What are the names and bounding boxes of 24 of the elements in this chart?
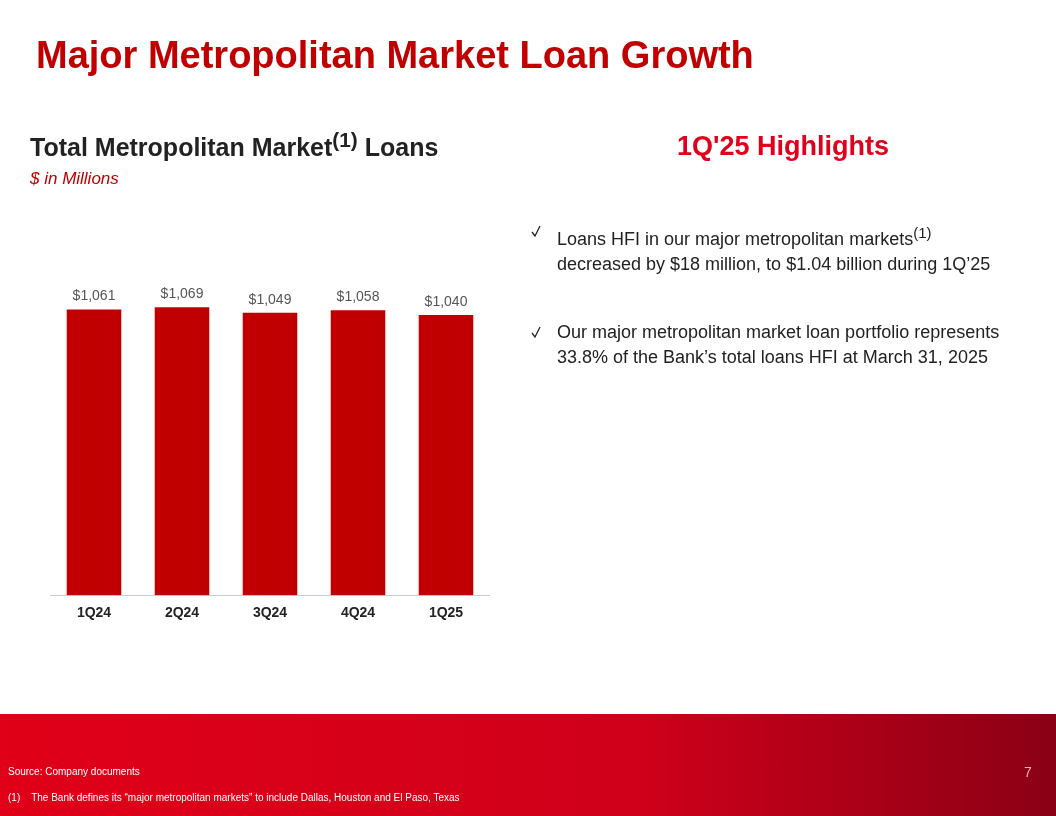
text: Our major metropolitan market loan portfolio represents 33.8% of the Bank’s total loans HFI at March 31, 2025 [557,321,1001,369]
x-tick-label: 4Q24 [340,604,376,621]
text: Loans HFI in our major metropolitan markets$^{(1)}$ decreased by $18 million, to $1.04 billion during 1Q’25 [557,223,992,276]
bar [242,312,298,596]
bar [66,309,122,596]
bar [330,310,386,596]
chart-subtitle: Total Metropolitan Market$^{(1)}$ Loans [30,128,439,163]
source-note: Source: Company documents [8,766,140,777]
data-label: $1,069 [160,285,204,302]
chart-title: Major Metropolitan Market Loan Growth [36,34,754,77]
data-label: $1,061 [72,287,116,304]
x-tick-label: 2Q24 [164,604,200,621]
x-tick-label: 1Q24 [76,604,112,621]
data-label: $1,058 [336,288,380,305]
x-tick-label: 1Q25 [428,604,464,621]
x-tick-label: 3Q24 [252,604,288,621]
text: $ in Millions [30,169,119,189]
text: (1) The Bank defines its “major metropolitan markets” to include Dallas, Houston and El Paso, Texas [8,792,460,803]
text: 7 [1024,764,1032,780]
bar [154,307,210,596]
data-label: $1,049 [248,290,292,307]
data-label: $1,040 [424,292,468,309]
bar [418,315,474,596]
text: 1Q'25 Highlights [677,131,889,162]
